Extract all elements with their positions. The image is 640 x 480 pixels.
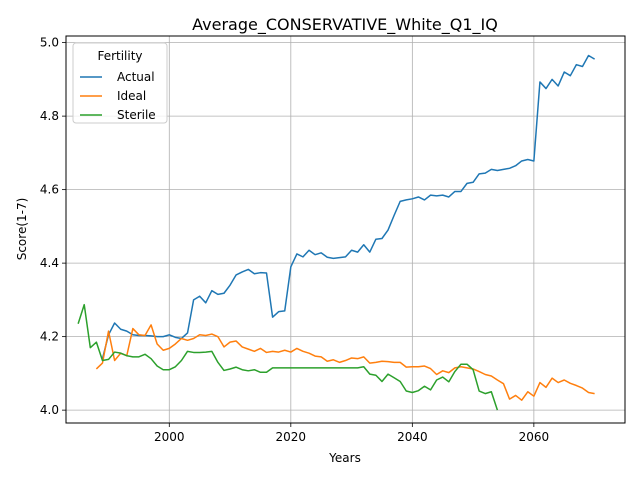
legend: Fertility Actual Ideal Sterile <box>72 42 168 124</box>
legend-label-ideal: Ideal <box>117 89 146 103</box>
series-line-ideal <box>95 324 595 401</box>
x-axis-ticks: 2000 2020 2040 2060 <box>154 423 549 444</box>
y-tick-label: 4.0 <box>40 403 59 417</box>
series-line-sterile <box>77 303 499 411</box>
y-tick-label: 4.4 <box>40 256 59 270</box>
x-axis-label: Years <box>328 451 361 465</box>
y-axis-ticks: 4.0 4.2 4.4 4.6 4.8 5.0 <box>40 36 66 417</box>
chart-title: Average_CONSERVATIVE_White_Q1_IQ <box>192 15 498 35</box>
legend-label-sterile: Sterile <box>117 108 156 122</box>
y-tick-label: 4.2 <box>40 330 59 344</box>
series-layer <box>77 54 596 411</box>
y-tick-label: 4.6 <box>40 183 59 197</box>
series-line-actual <box>101 54 596 359</box>
x-tick-label: 2000 <box>154 430 185 444</box>
x-tick-label: 2020 <box>276 430 307 444</box>
y-axis-label: Score(1-7) <box>15 198 29 261</box>
legend-label-actual: Actual <box>117 70 155 84</box>
y-tick-label: 4.8 <box>40 109 59 123</box>
legend-box <box>72 42 168 124</box>
plot-frame <box>65 35 626 424</box>
legend-title: Fertility <box>97 49 142 63</box>
x-tick-label: 2060 <box>519 430 550 444</box>
x-tick-label: 2040 <box>397 430 428 444</box>
y-tick-label: 5.0 <box>40 36 59 50</box>
